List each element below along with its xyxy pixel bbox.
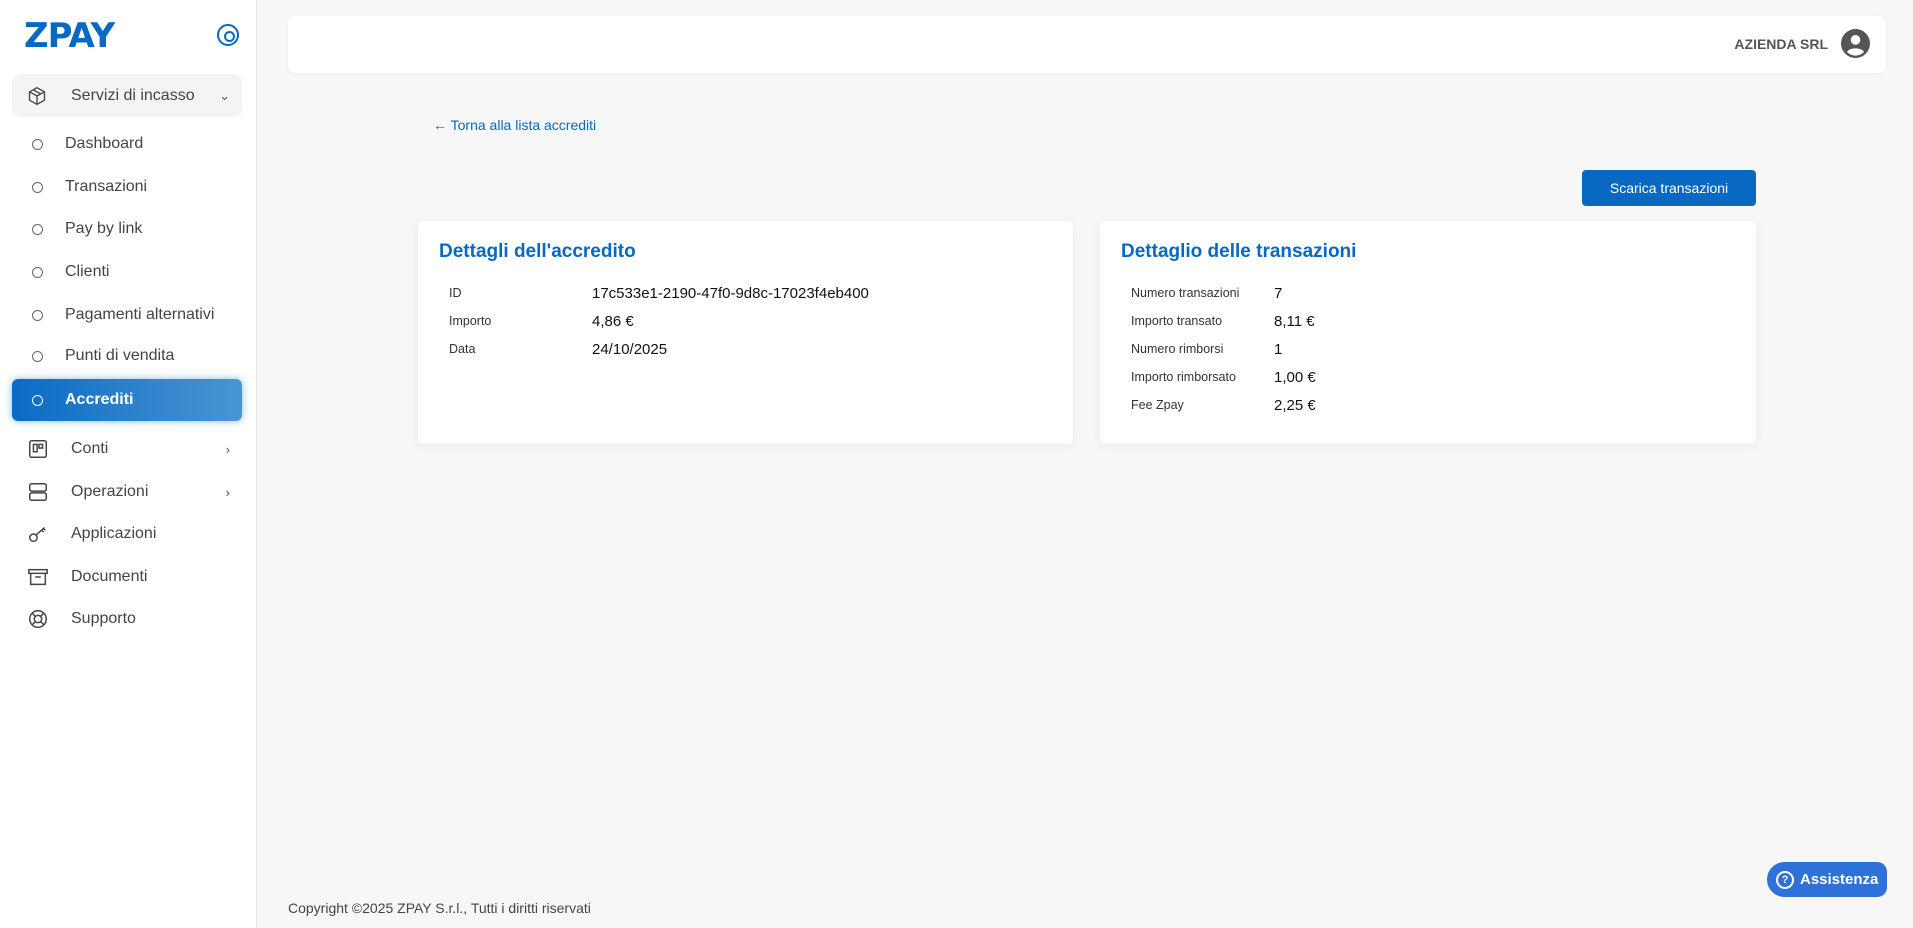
row-label: Importo	[449, 314, 492, 328]
sidebar-item-label: Conti	[71, 440, 109, 457]
sidebar-item-label: Documenti	[71, 568, 148, 585]
sidebar-item-punti-di-vendita[interactable]: Punti di vendita	[12, 335, 242, 377]
row-value: 24/10/2025	[592, 341, 668, 358]
detail-row: Fee Zpay 2,25 €	[1131, 397, 1316, 414]
circle-icon	[32, 223, 43, 235]
detail-row: Data 24/10/2025	[449, 341, 667, 358]
sidebar-item-label: Pagamenti alternativi	[65, 306, 215, 323]
sidebar-item-conti[interactable]: Conti ›	[12, 428, 242, 470]
collapse-sidebar-icon[interactable]	[217, 24, 239, 46]
detail-row: Numero transazioni 7	[1131, 285, 1282, 302]
row-value: 1	[1274, 341, 1283, 358]
sidebar-group-servizi-di-incasso[interactable]: Servizi di incasso ⌄	[12, 74, 242, 117]
chevron-right-icon: ›	[225, 484, 230, 500]
sidebar-item-dashboard[interactable]: Dashboard	[12, 123, 242, 165]
box-icon	[28, 86, 46, 105]
key-icon	[29, 527, 46, 543]
row-label: Numero rimborsi	[1131, 342, 1224, 356]
card-title: Dettaglio delle transazioni	[1121, 241, 1357, 262]
server-icon	[29, 483, 47, 501]
row-value: 7	[1274, 285, 1283, 302]
row-label: Numero transazioni	[1131, 286, 1240, 300]
card-title: Dettagli dell'accredito	[439, 241, 636, 262]
circle-icon	[32, 309, 43, 321]
board-icon	[29, 440, 47, 458]
sidebar-item-supporto[interactable]: Supporto	[12, 598, 242, 640]
archive-icon	[28, 568, 48, 586]
back-to-list-link[interactable]: ← Torna alla lista accrediti	[433, 117, 597, 133]
company-name[interactable]: AZIENDA SRL	[1734, 36, 1828, 52]
row-value: 17c533e1-2190-47f0-9d8c-17023f4eb400	[592, 285, 869, 302]
chevron-right-icon: ›	[225, 441, 230, 457]
sidebar-item-pay-by-link[interactable]: Pay by link	[12, 208, 242, 250]
row-value: 2,25 €	[1274, 397, 1316, 414]
sidebar-item-label: Dashboard	[65, 135, 144, 152]
circle-icon	[32, 350, 43, 362]
credit-details-card: Dettagli dell'accredito ID 17c533e1-2190-…	[418, 221, 1073, 444]
top-header: AZIENDA SRL	[288, 16, 1886, 73]
sidebar-item-label: Applicazioni	[71, 525, 157, 542]
sidebar-item-pagamenti-alternativi[interactable]: Pagamenti alternativi	[12, 294, 242, 336]
sidebar-item-documenti[interactable]: Documenti	[12, 556, 242, 598]
row-value: 1,00 €	[1274, 369, 1316, 386]
circle-icon	[32, 181, 43, 193]
circle-icon	[32, 394, 43, 406]
chevron-down-icon: ⌄	[219, 87, 230, 103]
row-label: Data	[449, 342, 476, 356]
user-avatar-icon[interactable]	[1841, 29, 1870, 58]
sidebar-item-label: Accrediti	[65, 391, 134, 408]
sidebar-item-label: Pay by link	[65, 220, 143, 237]
detail-row: Numero rimborsi 1	[1131, 341, 1282, 358]
sidebar-item-label: Operazioni	[71, 483, 149, 500]
download-transactions-button[interactable]: Scarica transazioni	[1582, 170, 1756, 206]
help-icon: ?	[1776, 870, 1794, 889]
sidebar-item-label: Supporto	[71, 610, 136, 627]
sidebar-group-label: Servizi di incasso	[71, 86, 195, 104]
detail-row: ID 17c533e1-2190-47f0-9d8c-17023f4eb400	[449, 285, 869, 302]
assistance-button[interactable]: ? Assistenza	[1767, 862, 1887, 897]
sidebar-item-label: Clienti	[65, 263, 110, 280]
detail-row: Importo transato 8,11 €	[1131, 313, 1315, 330]
row-value: 4,86 €	[592, 313, 634, 330]
detail-row: Importo 4,86 €	[449, 313, 634, 330]
sidebar-item-applicazioni[interactable]: Applicazioni	[12, 513, 242, 555]
sidebar: ZPAY Servizi di incasso ⌄ Dashboard Tran…	[0, 0, 257, 928]
sidebar-item-label: Transazioni	[65, 178, 148, 195]
sidebar-item-transazioni[interactable]: Transazioni	[12, 166, 242, 208]
sidebar-item-label: Punti di vendita	[65, 347, 175, 364]
lifebuoy-icon	[29, 610, 47, 628]
zpay-logo[interactable]: ZPAY	[24, 16, 115, 56]
circle-icon	[32, 138, 43, 150]
sidebar-item-operazioni[interactable]: Operazioni ›	[12, 471, 242, 513]
assistance-label: Assistenza	[1800, 871, 1879, 888]
row-value: 8,11 €	[1274, 313, 1315, 330]
row-label: Importo rimborsato	[1131, 370, 1236, 384]
copyright: Copyright ©2025 ZPAY S.r.l., Tutti i dir…	[288, 900, 591, 916]
circle-icon	[32, 266, 43, 278]
sidebar-item-clienti[interactable]: Clienti	[12, 251, 242, 293]
detail-row: Importo rimborsato 1,00 €	[1131, 369, 1316, 386]
row-label: Importo transato	[1131, 314, 1223, 328]
row-label: Fee Zpay	[1131, 398, 1184, 412]
sidebar-item-accrediti[interactable]: Accrediti	[12, 379, 242, 421]
transactions-details-card: Dettaglio delle transazioni Numero trans…	[1100, 221, 1756, 444]
row-label: ID	[449, 286, 462, 300]
